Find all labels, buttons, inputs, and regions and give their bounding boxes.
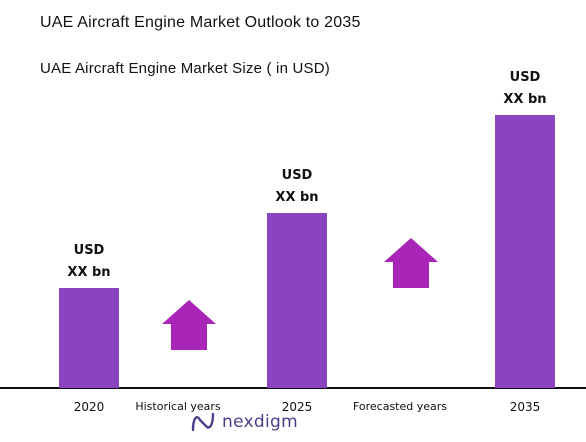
growth-arrow-icon-forecast (384, 238, 438, 288)
data-label-2035-unit: USD (510, 70, 541, 85)
data-label-2020-unit: USD (74, 243, 105, 258)
x-tick-2020: 2020 (74, 400, 105, 414)
historical-years-label: Historical years (135, 400, 221, 413)
data-label-2020-value: XX bn (67, 265, 110, 280)
bar-2020 (59, 288, 119, 388)
data-label-2025-value: XX bn (275, 190, 318, 205)
growth-arrow-icon-historical (162, 300, 216, 350)
nexdigm-logo-icon (191, 412, 215, 432)
data-label-2035-value: XX bn (503, 92, 546, 107)
bar-2035 (495, 115, 555, 388)
x-tick-2025: 2025 (282, 400, 313, 414)
bar-2025 (267, 213, 327, 388)
chart-subtitle: UAE Aircraft Engine Market Size ( in USD… (40, 60, 330, 77)
brand-logo: nexdigm (190, 408, 298, 436)
brand-name: nexdigm (222, 412, 298, 432)
data-label-2025-unit: USD (282, 168, 313, 183)
forecasted-years-label: Forecasted years (353, 400, 447, 413)
chart-title: UAE Aircraft Engine Market Outlook to 20… (40, 14, 361, 31)
x-tick-2035: 2035 (510, 400, 541, 414)
